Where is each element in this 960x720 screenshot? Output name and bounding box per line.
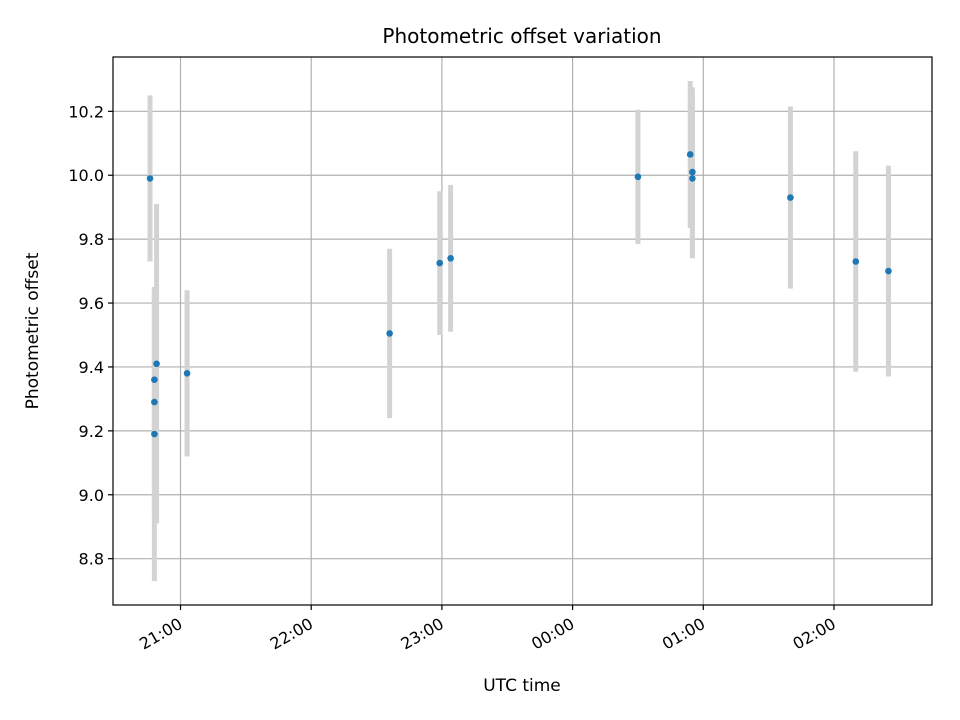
tick-layer: 21:00 22:00 23:00 00:00 01:00 02:00 8.8 9.0 9.2 9… [68, 102, 839, 653]
grid-layer [113, 57, 932, 605]
data-point [686, 151, 694, 158]
data-point [885, 267, 892, 275]
x-tick-label: 00:00 [528, 614, 577, 654]
y-tick-label: 9.0 [79, 486, 104, 505]
data-point [153, 360, 160, 368]
data-point [787, 194, 794, 201]
y-tick-label: 9.6 [79, 294, 104, 313]
data-point [386, 330, 393, 337]
data-point [183, 370, 191, 377]
errorbar-layer [147, 80, 891, 582]
data-point [689, 175, 696, 182]
data-point [146, 175, 154, 182]
x-tick-label: 22:00 [267, 614, 316, 654]
y-tick-label: 9.2 [79, 422, 104, 441]
data-point [436, 259, 444, 267]
data-point [852, 258, 860, 265]
y-tick-label: 9.4 [79, 358, 104, 377]
plot-frame [112, 56, 933, 606]
data-point [447, 255, 454, 262]
y-tick-label: 9.8 [79, 230, 104, 249]
y-axis-label: Photometric offset [23, 252, 43, 409]
x-tick-label: 01:00 [659, 614, 708, 654]
data-point [151, 398, 158, 406]
data-point [151, 376, 158, 384]
y-tick-label: 8.8 [79, 550, 104, 569]
chart-title: Photometric offset variation [382, 24, 661, 48]
y-tick-label: 10.0 [68, 166, 104, 185]
point-layer [146, 151, 892, 438]
x-axis-label: UTC time [483, 676, 561, 696]
data-point [151, 430, 158, 438]
data-point [689, 168, 696, 176]
data-point [634, 173, 642, 181]
y-tick-label: 10.2 [68, 102, 104, 121]
x-tick-label: 02:00 [790, 614, 839, 654]
x-tick-label: 21:00 [136, 614, 185, 654]
x-tick-label: 23:00 [397, 614, 446, 654]
